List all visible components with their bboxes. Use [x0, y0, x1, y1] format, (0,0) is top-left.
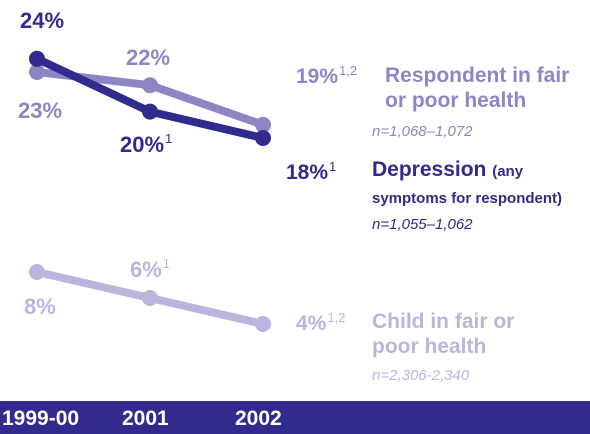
- point-respondent-2001: [142, 77, 158, 94]
- legend-child-title: Child in fair or poor health: [372, 310, 515, 358]
- point-respondent-2002: [255, 116, 271, 133]
- legend-respondent-n: n=1,068–1,072: [372, 123, 473, 140]
- label-depression-1999: 24%: [20, 8, 65, 33]
- legend-respondent-value: 19%1,2: [296, 63, 358, 88]
- point-depression-2001: [142, 103, 158, 120]
- label-respondent-2001: 22%: [126, 45, 171, 70]
- legend-child-n: n=2,306-2,340: [372, 367, 470, 384]
- label-respondent-1999: 23%: [18, 98, 63, 123]
- x-tick-2001: 2001: [122, 407, 169, 430]
- legend-depression-value: 18%1: [286, 159, 337, 184]
- x-tick-1999-00: 1999-00: [2, 407, 80, 430]
- point-depression-2002: [255, 130, 271, 146]
- legend-child-value: 4%1,2: [296, 310, 346, 335]
- point-depression-1999-00: [29, 50, 45, 67]
- series-line-depression: [33, 54, 267, 142]
- x-tick-2002: 2002: [235, 407, 282, 430]
- point-respondent-1999-00: [29, 64, 45, 80]
- point-child-1999-00: [29, 264, 45, 280]
- label-child-2001: 6%1: [130, 256, 171, 282]
- label-depression-2001: 20%1: [120, 131, 173, 157]
- point-child-2001: [142, 290, 158, 306]
- point-child-2002: [255, 316, 271, 332]
- label-child-1999: 8%: [24, 294, 56, 319]
- legend-respondent-title: Respondent in fair or poor health: [385, 64, 570, 112]
- x-axis-bar: 1999-00 2001 2002: [0, 401, 590, 434]
- legend-depression-title: Depression (any symptoms for respondent): [372, 158, 563, 207]
- legend-depression-n: n=1,055–1,062: [372, 216, 473, 233]
